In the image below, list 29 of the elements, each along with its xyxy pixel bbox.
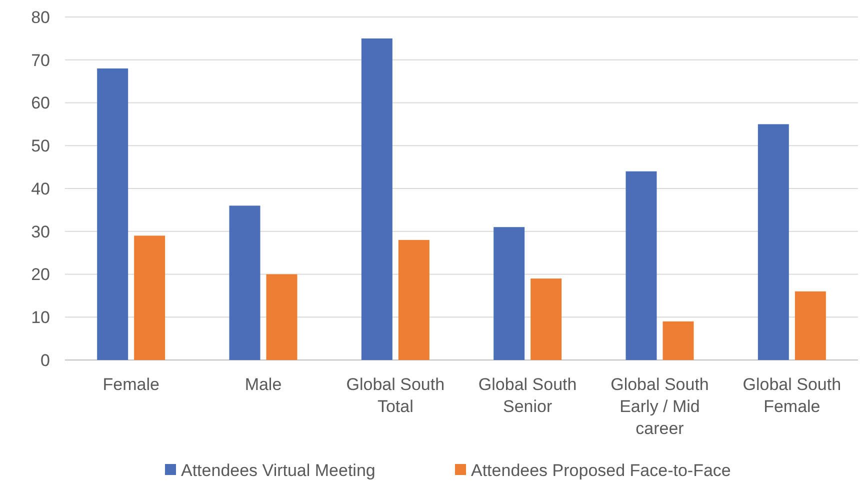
- x-tick-label: Global South Early / Mid career: [610, 375, 709, 438]
- y-tick-label: 0: [40, 350, 50, 370]
- y-tick-label: 60: [31, 94, 50, 113]
- bar: [361, 38, 392, 360]
- legend-label: Attendees Virtual Meeting: [181, 460, 376, 480]
- bar: [530, 278, 562, 360]
- x-tick-label: Global South Total: [346, 375, 445, 416]
- x-tick-label: Global South Senior: [478, 375, 577, 416]
- bar: [398, 240, 430, 360]
- bar: [97, 68, 128, 360]
- bar: [794, 291, 826, 360]
- bar: [494, 227, 525, 360]
- legend-label: Attendees Proposed Face-to-Face: [471, 460, 731, 480]
- y-tick-label: 40: [31, 179, 50, 198]
- y-tick-label: 20: [31, 265, 50, 284]
- y-tick-label: 50: [31, 136, 50, 156]
- y-tick-label: 30: [31, 222, 50, 242]
- y-tick-label: 80: [31, 8, 50, 27]
- x-tick-label: Female: [102, 375, 160, 394]
- y-tick-label: 10: [31, 308, 50, 328]
- bar: [229, 206, 260, 360]
- bar: [626, 171, 657, 360]
- y-tick-label: 70: [31, 50, 50, 70]
- bar: [662, 321, 694, 360]
- bar: [134, 236, 166, 360]
- bar: [758, 124, 789, 360]
- bar: [266, 274, 298, 360]
- x-tick-label: Male: [244, 375, 282, 394]
- x-tick-label: Global South Female: [742, 375, 842, 416]
